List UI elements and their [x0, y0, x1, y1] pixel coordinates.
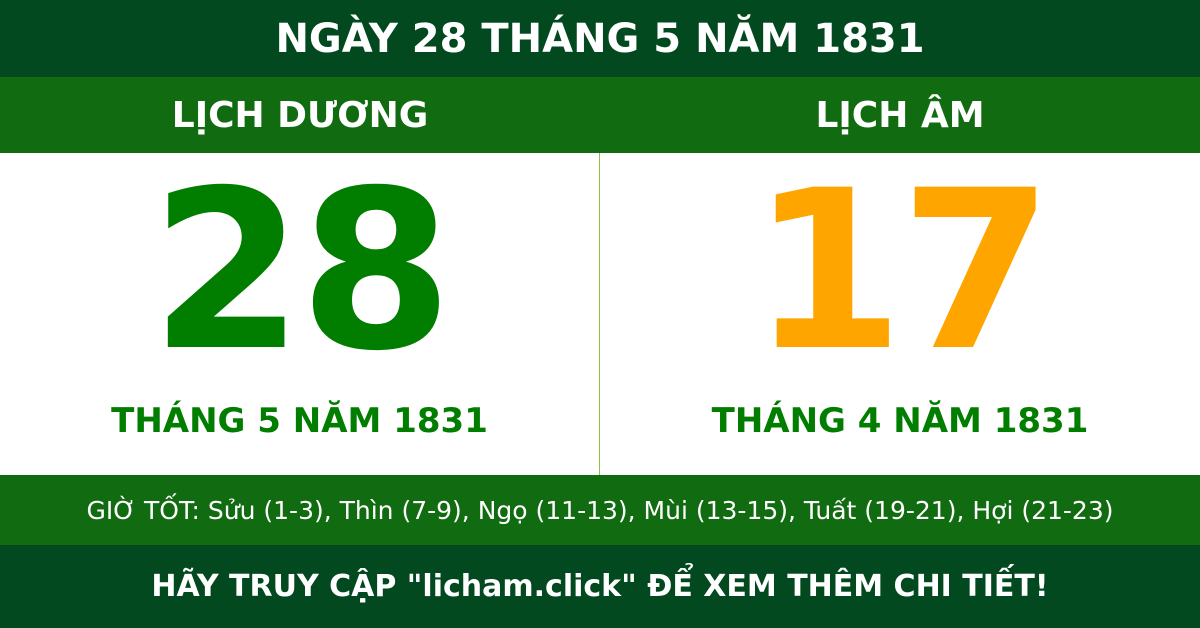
good-hours: GIỜ TỐT: Sửu (1-3), Thìn (7-9), Ngọ (11-… [0, 475, 1200, 545]
lunar-day: 17 [750, 143, 1053, 399]
solar-panel: 28 THÁNG 5 NĂM 1831 [0, 153, 600, 475]
lunar-calendar-label: LỊCH ÂM [815, 94, 985, 136]
solar-calendar-label: LỊCH DƯƠNG [171, 94, 429, 136]
page-title: NGÀY 28 THÁNG 5 NĂM 1831 [0, 0, 1200, 77]
lunar-panel: 17 THÁNG 4 NĂM 1831 [600, 153, 1200, 475]
solar-month-year: THÁNG 5 NĂM 1831 [111, 401, 488, 441]
footer-cta: HÃY TRUY CẬP "licham.click" ĐỂ XEM THÊM … [0, 545, 1200, 628]
lunar-month-year: THÁNG 4 NĂM 1831 [711, 401, 1089, 441]
calendar-body: 28 THÁNG 5 NĂM 1831 17 THÁNG 4 NĂM 1831 [0, 153, 1200, 475]
calendar-headers: LỊCH DƯƠNG LỊCH ÂM [0, 77, 1200, 153]
solar-day: 28 [150, 143, 452, 399]
